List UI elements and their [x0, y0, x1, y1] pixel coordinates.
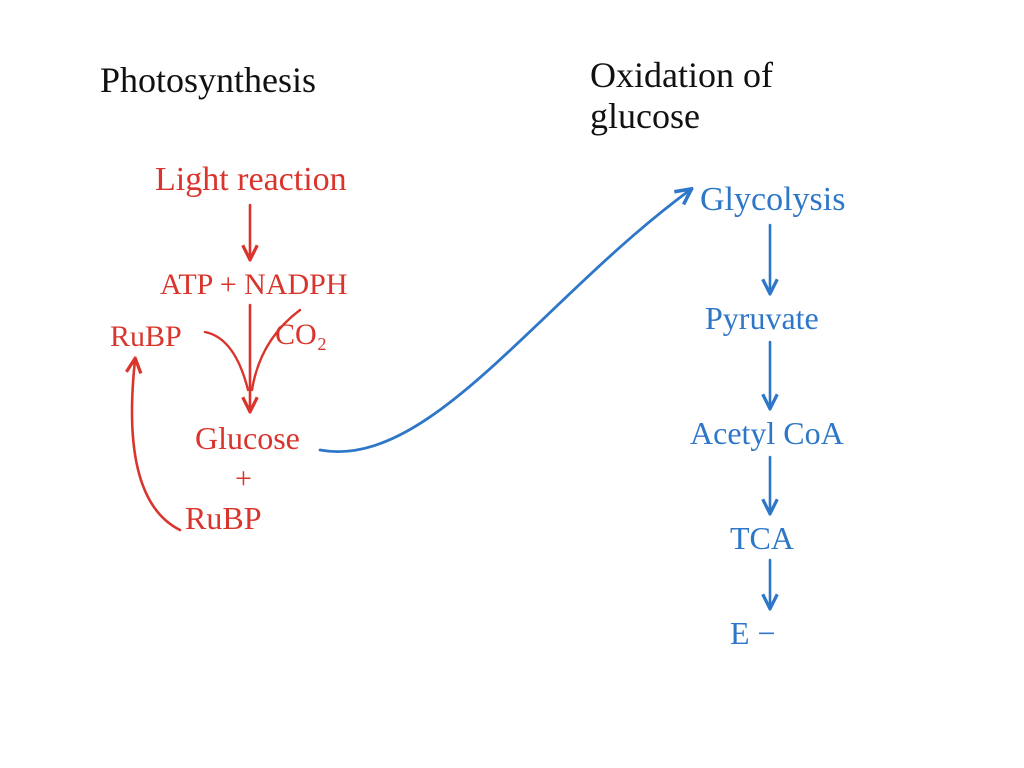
arrow-glucose-to-glyco: [320, 190, 690, 452]
node-rubp-output: RuBP: [185, 500, 261, 537]
node-glycolysis: Glycolysis: [700, 180, 845, 219]
node-pyruvate: Pyruvate: [705, 300, 819, 337]
node-light-reaction: Light reaction: [155, 160, 347, 199]
node-glucose: Glucose: [195, 420, 300, 457]
arrow-rubp-cycle: [132, 360, 180, 530]
node-plus: +: [235, 462, 252, 497]
node-tca: TCA: [730, 520, 794, 557]
arrow-rubp-feed: [205, 332, 248, 390]
node-electron: E −: [730, 615, 776, 652]
node-acetyl-coa: Acetyl CoA: [690, 415, 844, 452]
node-atp-nadph: ATP + NADPH: [160, 268, 348, 303]
arrows-layer: [0, 0, 1024, 768]
node-co2: CO₂: [275, 318, 327, 353]
diagram-canvas: Photosynthesis Oxidation of glucose Ligh…: [0, 0, 1024, 768]
heading-photosynthesis: Photosynthesis: [100, 60, 316, 101]
node-rubp-input: RuBP: [110, 320, 182, 355]
heading-oxidation: Oxidation of glucose: [590, 55, 773, 138]
